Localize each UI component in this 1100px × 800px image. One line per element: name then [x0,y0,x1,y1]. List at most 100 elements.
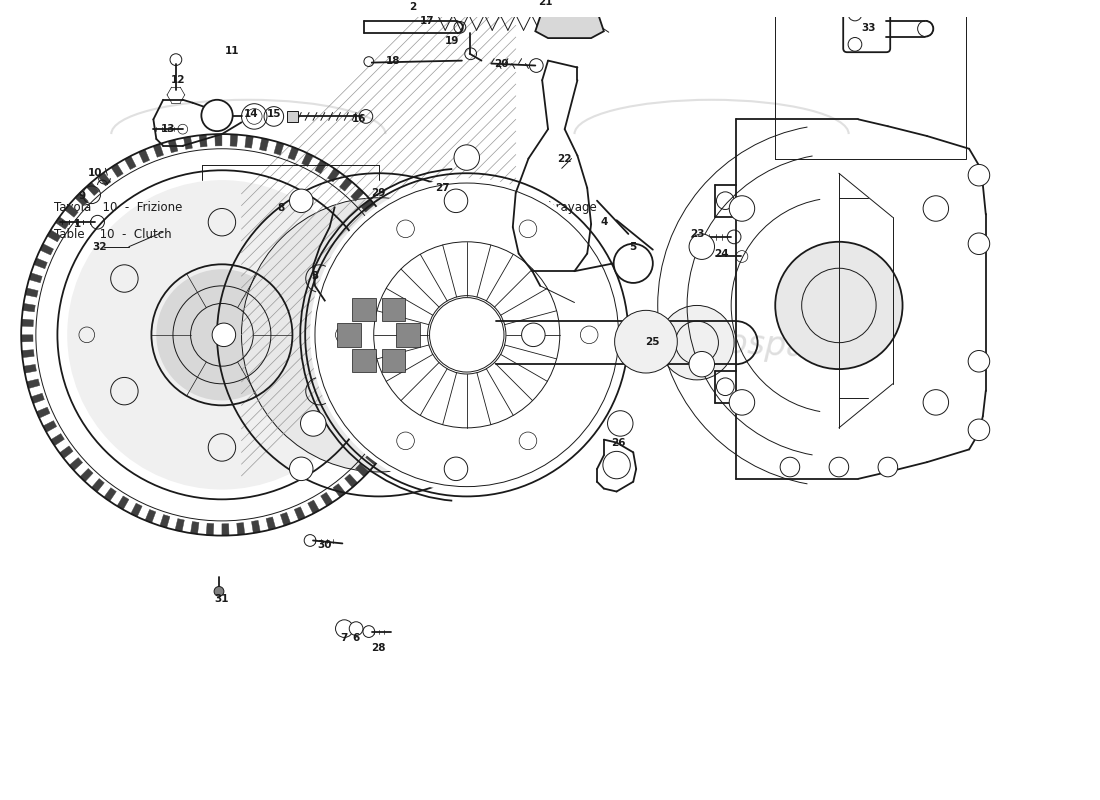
Text: 27: 27 [434,183,450,193]
Text: 3: 3 [311,271,319,281]
Circle shape [156,270,287,401]
Polygon shape [214,134,222,146]
Text: 28: 28 [372,643,386,654]
Text: eurospares: eurospares [182,324,370,367]
FancyBboxPatch shape [396,323,420,346]
Text: 5: 5 [629,242,637,252]
Circle shape [289,189,314,213]
Polygon shape [29,273,42,283]
Polygon shape [288,146,299,160]
Text: 12: 12 [170,75,185,86]
Polygon shape [168,140,178,153]
Circle shape [923,196,948,222]
Text: 22: 22 [558,154,572,163]
Text: 30: 30 [318,540,332,550]
Text: 15: 15 [266,110,282,119]
Circle shape [330,286,428,384]
Polygon shape [295,506,306,520]
Text: 20: 20 [494,58,508,69]
Polygon shape [175,518,185,531]
Text: 23: 23 [690,229,704,239]
Circle shape [214,586,224,596]
Text: Table    10  -  Clutch: Table 10 - Clutch [55,228,172,241]
Polygon shape [36,407,50,418]
Polygon shape [59,446,73,458]
Polygon shape [328,168,340,182]
Polygon shape [406,373,419,382]
Circle shape [923,390,948,415]
Polygon shape [404,281,417,290]
Circle shape [300,410,326,436]
Polygon shape [280,513,290,526]
Polygon shape [184,137,192,150]
Polygon shape [206,523,213,535]
Polygon shape [145,510,156,523]
Polygon shape [390,414,404,426]
Circle shape [201,100,233,131]
Polygon shape [361,199,375,212]
Polygon shape [47,230,60,242]
Polygon shape [131,503,142,517]
Text: 26: 26 [612,438,626,447]
FancyBboxPatch shape [382,349,405,372]
Polygon shape [199,134,207,147]
Text: 7: 7 [341,634,348,643]
Circle shape [242,198,516,472]
Circle shape [878,458,898,477]
Text: Tavola   10  -  Frizione: Tavola 10 - Frizione [55,201,183,214]
Text: 2: 2 [409,2,417,12]
Polygon shape [375,441,388,453]
Polygon shape [252,520,261,533]
Polygon shape [379,224,393,236]
Circle shape [968,233,990,254]
Text: 8: 8 [277,202,284,213]
Circle shape [336,620,353,638]
Text: 21: 21 [538,0,552,7]
Polygon shape [397,401,410,412]
Polygon shape [387,238,400,249]
FancyBboxPatch shape [338,323,361,346]
Circle shape [615,310,678,373]
FancyBboxPatch shape [382,298,405,321]
Text: 11: 11 [224,46,239,56]
Polygon shape [410,328,422,335]
Polygon shape [399,266,412,277]
Polygon shape [117,496,129,510]
Text: 9: 9 [78,190,86,201]
Polygon shape [98,173,111,186]
Circle shape [660,306,734,380]
Text: 4: 4 [601,218,607,227]
Polygon shape [365,453,380,466]
Polygon shape [65,205,78,218]
Bar [776,0,966,158]
Polygon shape [111,164,123,178]
Text: 16: 16 [352,114,366,124]
Text: 29: 29 [372,188,386,198]
Polygon shape [75,193,88,206]
Circle shape [716,378,734,395]
Polygon shape [410,343,422,350]
Polygon shape [43,421,57,432]
Circle shape [729,196,755,222]
Circle shape [968,165,990,186]
Circle shape [689,234,715,259]
Circle shape [67,180,376,490]
Polygon shape [536,2,604,38]
Circle shape [829,458,849,477]
Circle shape [614,244,652,283]
Polygon shape [31,394,44,403]
Polygon shape [315,160,327,174]
Text: 19: 19 [444,36,460,46]
Polygon shape [80,469,94,482]
Polygon shape [69,458,82,470]
Text: 32: 32 [92,242,107,252]
Polygon shape [321,492,333,506]
Polygon shape [408,358,421,366]
Polygon shape [344,474,358,487]
Circle shape [310,178,624,491]
Polygon shape [21,335,33,342]
Text: 14: 14 [244,110,258,119]
Circle shape [289,457,314,481]
Polygon shape [160,514,169,528]
Circle shape [729,390,755,415]
